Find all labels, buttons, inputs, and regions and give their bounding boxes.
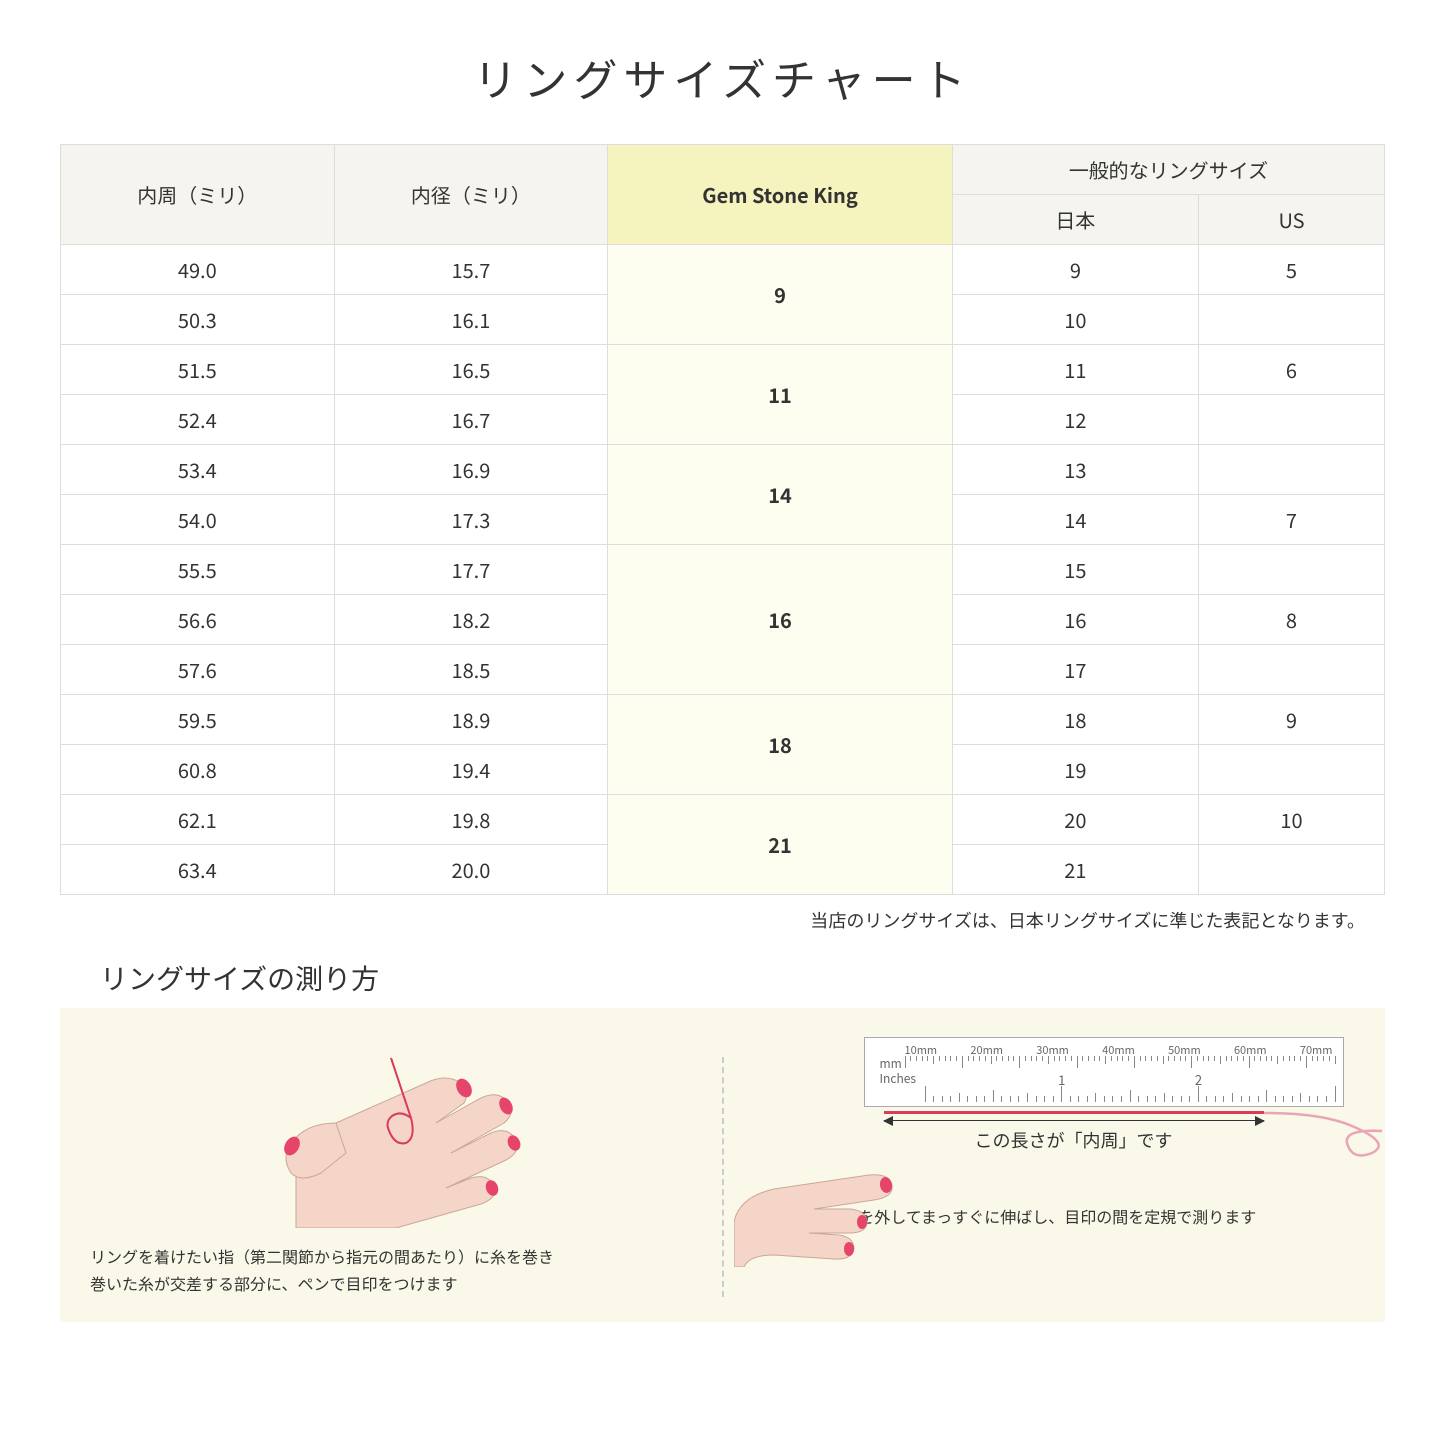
- cell-jp: 16: [952, 595, 1198, 645]
- howto-divider: [722, 1057, 724, 1297]
- table-row: 53.416.91413: [61, 445, 1385, 495]
- cell-us: 8: [1198, 595, 1384, 645]
- cell-diameter: 17.7: [334, 545, 608, 595]
- cell-us: 5: [1198, 245, 1384, 295]
- col-general: 一般的なリングサイズ: [952, 145, 1384, 195]
- cell-circumference: 54.0: [61, 495, 335, 545]
- table-row: 62.119.8212010: [61, 795, 1385, 845]
- arrow-label: この長さが「内周」です: [884, 1127, 1264, 1153]
- thread-line: [884, 1111, 1324, 1114]
- hand-point-icon: [734, 1127, 904, 1267]
- howto-title: リングサイズの測り方: [100, 958, 1385, 998]
- ring-size-table: 内周（ミリ） 内径（ミリ） Gem Stone King 一般的なリングサイズ …: [60, 144, 1385, 895]
- cell-circumference: 63.4: [61, 845, 335, 895]
- cell-us: 9: [1198, 695, 1384, 745]
- cell-diameter: 18.2: [334, 595, 608, 645]
- cell-us: 6: [1198, 345, 1384, 395]
- cell-jp: 19: [952, 745, 1198, 795]
- cell-us: [1198, 845, 1384, 895]
- cell-diameter: 19.8: [334, 795, 608, 845]
- cell-gsk: 16: [608, 545, 953, 695]
- cell-diameter: 17.3: [334, 495, 608, 545]
- cell-diameter: 20.0: [334, 845, 608, 895]
- cell-circumference: 52.4: [61, 395, 335, 445]
- page-title: リングサイズチャート: [60, 45, 1385, 109]
- cell-circumference: 60.8: [61, 745, 335, 795]
- cell-us: 7: [1198, 495, 1384, 545]
- col-circumference: 内周（ミリ）: [61, 145, 335, 245]
- cell-jp: 15: [952, 545, 1198, 595]
- cell-jp: 17: [952, 645, 1198, 695]
- cell-jp: 14: [952, 495, 1198, 545]
- cell-jp: 11: [952, 345, 1198, 395]
- ruler-inch-label: 1: [1058, 1070, 1065, 1089]
- cell-us: [1198, 295, 1384, 345]
- measurement-arrow: この長さが「内周」です: [884, 1120, 1264, 1153]
- cell-circumference: 59.5: [61, 695, 335, 745]
- cell-us: [1198, 545, 1384, 595]
- ruler-inch-label: 2: [1195, 1070, 1202, 1089]
- col-gsk: Gem Stone King: [608, 145, 953, 245]
- cell-jp: 21: [952, 845, 1198, 895]
- cell-circumference: 53.4: [61, 445, 335, 495]
- table-row: 55.517.71615: [61, 545, 1385, 595]
- cell-circumference: 55.5: [61, 545, 335, 595]
- table-row: 49.015.7995: [61, 245, 1385, 295]
- col-jp: 日本: [952, 195, 1198, 245]
- cell-diameter: 18.9: [334, 695, 608, 745]
- cell-jp: 10: [952, 295, 1198, 345]
- cell-circumference: 49.0: [61, 245, 335, 295]
- cell-jp: 9: [952, 245, 1198, 295]
- cell-gsk: 18: [608, 695, 953, 795]
- cell-jp: 20: [952, 795, 1198, 845]
- cell-jp: 18: [952, 695, 1198, 745]
- cell-diameter: 16.1: [334, 295, 608, 345]
- cell-us: [1198, 395, 1384, 445]
- cell-circumference: 51.5: [61, 345, 335, 395]
- cell-us: [1198, 445, 1384, 495]
- cell-diameter: 16.5: [334, 345, 608, 395]
- howto-left: リングを着けたい指（第二関節から指元の間あたり）に糸を巻き巻いた糸が交差する部分…: [90, 1028, 702, 1297]
- hand-wrap-icon: [236, 1028, 556, 1228]
- cell-diameter: 18.5: [334, 645, 608, 695]
- inch-unit: Inches: [880, 1070, 917, 1087]
- howto-right: 10mm20mm30mm40mm50mm60mm70mm mm Inches 1…: [744, 1037, 1356, 1297]
- cell-gsk: 9: [608, 245, 953, 345]
- cell-circumference: 62.1: [61, 795, 335, 845]
- cell-us: [1198, 745, 1384, 795]
- col-us: US: [1198, 195, 1384, 245]
- cell-diameter: 15.7: [334, 245, 608, 295]
- cell-gsk: 11: [608, 345, 953, 445]
- cell-circumference: 56.6: [61, 595, 335, 645]
- cell-circumference: 50.3: [61, 295, 335, 345]
- howto-panel: リングを着けたい指（第二関節から指元の間あたり）に糸を巻き巻いた糸が交差する部分…: [60, 1008, 1385, 1322]
- cell-gsk: 14: [608, 445, 953, 545]
- thread-curl-icon: [1262, 1091, 1402, 1161]
- table-row: 51.516.511116: [61, 345, 1385, 395]
- cell-diameter: 16.9: [334, 445, 608, 495]
- howto-left-caption: リングを着けたい指（第二関節から指元の間あたり）に糸を巻き巻いた糸が交差する部分…: [90, 1243, 702, 1297]
- cell-gsk: 21: [608, 795, 953, 895]
- cell-diameter: 16.7: [334, 395, 608, 445]
- cell-us: [1198, 645, 1384, 695]
- sizing-note: 当店のリングサイズは、日本リングサイズに準じた表記となります。: [60, 907, 1385, 933]
- cell-diameter: 19.4: [334, 745, 608, 795]
- cell-circumference: 57.6: [61, 645, 335, 695]
- cell-jp: 12: [952, 395, 1198, 445]
- cell-us: 10: [1198, 795, 1384, 845]
- col-diameter: 内径（ミリ）: [334, 145, 608, 245]
- cell-jp: 13: [952, 445, 1198, 495]
- table-row: 59.518.918189: [61, 695, 1385, 745]
